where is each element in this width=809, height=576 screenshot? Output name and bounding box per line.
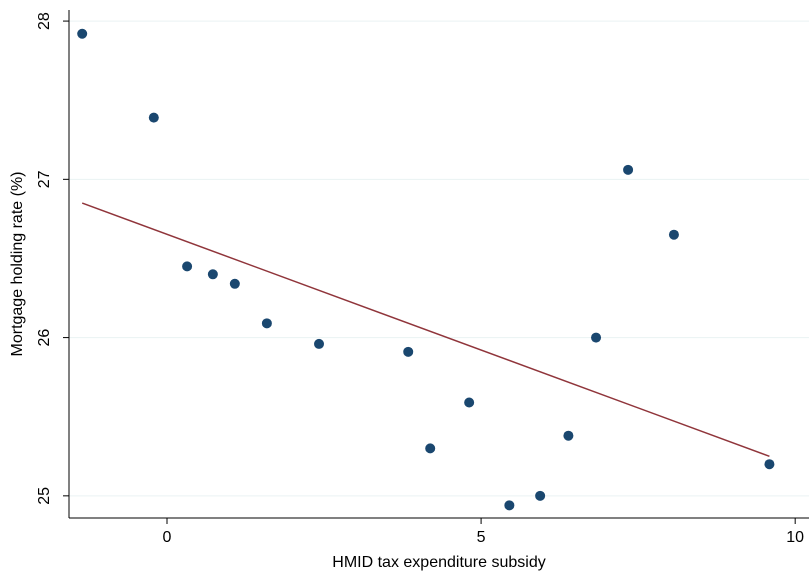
- y-tick-label: 27: [36, 170, 53, 188]
- point: [623, 164, 634, 175]
- x-tick-label: 10: [786, 529, 804, 546]
- point: [425, 443, 436, 454]
- y-tick-label: 28: [36, 12, 53, 30]
- point: [668, 229, 679, 240]
- point: [764, 459, 775, 470]
- point: [229, 278, 240, 289]
- point: [207, 269, 218, 280]
- point: [464, 397, 475, 408]
- point: [403, 346, 414, 357]
- point: [563, 430, 574, 441]
- fit-line: [81, 202, 770, 457]
- point: [314, 338, 325, 349]
- y-axis-title: Mortgage holding rate (%): [9, 172, 26, 357]
- point: [148, 112, 159, 123]
- y-tick-label: 25: [36, 487, 53, 505]
- point: [182, 261, 193, 272]
- point: [261, 318, 272, 329]
- point: [77, 28, 88, 39]
- x-tick-label: 0: [163, 529, 172, 546]
- x-tick-label: 5: [477, 529, 486, 546]
- point: [591, 332, 602, 343]
- point: [504, 500, 515, 511]
- point: [535, 490, 546, 501]
- x-axis-title: HMID tax expenditure subsidy: [332, 554, 545, 571]
- y-tick-label: 26: [36, 329, 53, 347]
